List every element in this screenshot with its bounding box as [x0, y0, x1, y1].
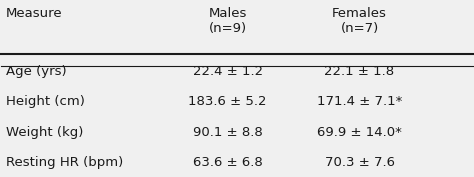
Text: 90.1 ± 8.8: 90.1 ± 8.8: [193, 125, 263, 139]
Text: 183.6 ± 5.2: 183.6 ± 5.2: [188, 95, 267, 108]
Text: 69.9 ± 14.0*: 69.9 ± 14.0*: [317, 125, 402, 139]
Text: 70.3 ± 7.6: 70.3 ± 7.6: [325, 156, 394, 169]
Text: Measure: Measure: [6, 7, 63, 20]
Text: Females
(n=7): Females (n=7): [332, 7, 387, 35]
Text: Resting HR (bpm): Resting HR (bpm): [6, 156, 123, 169]
Text: Height (cm): Height (cm): [6, 95, 85, 108]
Text: Age (yrs): Age (yrs): [6, 65, 67, 78]
Text: Weight (kg): Weight (kg): [6, 125, 83, 139]
Text: 22.4 ± 1.2: 22.4 ± 1.2: [192, 65, 263, 78]
Text: 63.6 ± 6.8: 63.6 ± 6.8: [193, 156, 263, 169]
Text: Males
(n=9): Males (n=9): [209, 7, 247, 35]
Text: 22.1 ± 1.8: 22.1 ± 1.8: [325, 65, 394, 78]
Text: 171.4 ± 7.1*: 171.4 ± 7.1*: [317, 95, 402, 108]
